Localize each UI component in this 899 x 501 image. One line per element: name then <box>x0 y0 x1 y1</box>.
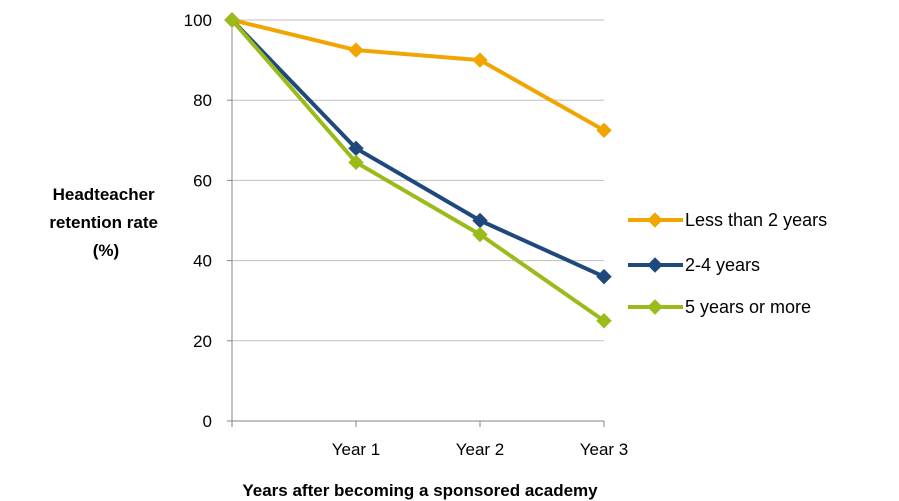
data-point <box>348 42 364 58</box>
axes <box>227 19 605 427</box>
data-point <box>596 122 612 138</box>
data-point <box>348 154 364 171</box>
y-tick-label: 0 <box>203 412 212 431</box>
x-axis-ticks: Year 1 Year 2 Year 3 <box>332 440 629 459</box>
data-point <box>472 52 488 68</box>
x-axis-title: Years after becoming a sponsored academy <box>242 481 598 500</box>
series-line <box>230 18 606 323</box>
y-axis-title: Headteacher retention rate (%) <box>49 185 162 260</box>
data-point <box>596 313 612 329</box>
legend-item-3: 5 years or more <box>628 297 811 317</box>
y-axis-title-line-3: (%) <box>93 241 119 260</box>
y-tick-label: 100 <box>184 11 212 30</box>
y-axis-title-line-1: Headteacher <box>53 185 155 204</box>
legend-marker <box>647 257 663 273</box>
y-tick-label: 80 <box>193 91 212 110</box>
legend-item-1: Less than 2 years <box>628 210 827 230</box>
x-tick-label: Year 2 <box>456 440 505 459</box>
gridlines <box>232 19 604 342</box>
y-axis-title-line-2: retention rate <box>49 213 158 232</box>
legend-label: 5 years or more <box>685 297 811 317</box>
y-tick-label: 40 <box>193 252 212 271</box>
data-point <box>224 12 240 28</box>
legend: Less than 2 years 2-4 years 5 years or mor… <box>628 210 827 317</box>
x-tick-label: Year 1 <box>332 440 381 459</box>
legend-item-2: 2-4 years <box>628 255 760 275</box>
series-group <box>224 12 612 329</box>
legend-label: Less than 2 years <box>685 210 827 230</box>
series-line <box>230 18 605 279</box>
x-tick-label: Year 3 <box>580 440 629 459</box>
legend-marker <box>647 212 663 228</box>
y-tick-label: 20 <box>193 332 212 351</box>
y-tick-label: 60 <box>193 171 212 190</box>
y-axis-ticks: 0 20 40 60 80 100 <box>184 11 212 431</box>
legend-label: 2-4 years <box>685 255 760 275</box>
legend-marker <box>647 299 663 315</box>
series-3 <box>224 12 612 329</box>
series-line <box>231 18 605 133</box>
data-point <box>596 268 612 285</box>
data-point <box>472 226 488 243</box>
